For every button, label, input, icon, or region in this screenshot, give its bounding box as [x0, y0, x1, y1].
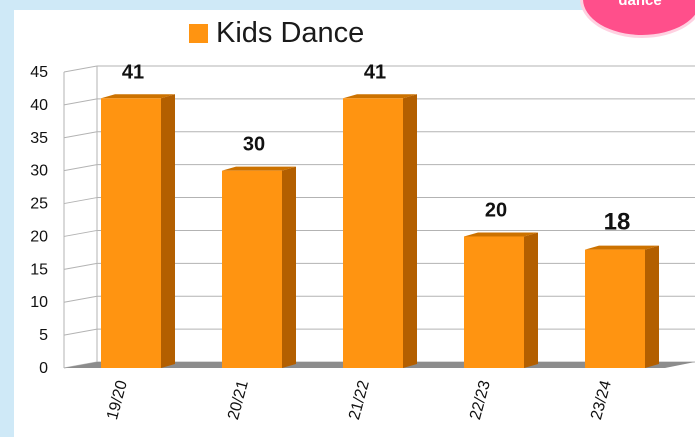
x-tick-label: 20/21	[225, 379, 252, 422]
bar-top	[222, 166, 296, 171]
y-tick-label: 25	[30, 196, 48, 213]
bar-side	[524, 232, 538, 368]
legend-swatch	[189, 23, 208, 43]
y-tick-label: 45	[30, 64, 48, 81]
legend-label: Kids Dance	[216, 16, 365, 49]
gridline-connector	[63, 262, 98, 270]
y-tick-label: 40	[30, 97, 48, 114]
data-label: 20	[485, 199, 507, 221]
bar-side	[161, 94, 175, 369]
bar	[585, 249, 645, 368]
y-tick-label: 5	[39, 327, 48, 344]
chart-legend: Kids Dance	[189, 16, 364, 50]
bar-top	[585, 245, 659, 250]
gridline-connector	[63, 98, 98, 106]
gridline-connector	[63, 295, 98, 303]
data-label: 41	[364, 61, 386, 83]
bars	[101, 94, 659, 369]
x-tick-label: 22/23	[467, 379, 494, 422]
bar	[101, 98, 161, 369]
y-tick-label: 35	[30, 130, 48, 147]
gridline-connector	[63, 131, 98, 139]
bar-top	[464, 232, 538, 237]
y-tick-label: 30	[30, 163, 48, 180]
x-tick-label: 19/20	[104, 379, 131, 422]
data-label: 30	[243, 134, 265, 156]
y-tick-label: 10	[30, 294, 48, 311]
brand-logo-text: dance	[618, 0, 662, 9]
bar	[222, 170, 282, 368]
bar-side	[645, 245, 659, 368]
x-axis: 19/20 20/21 21/22 22/23 23/24	[104, 379, 615, 422]
bar	[343, 98, 403, 369]
gridline-connector	[63, 65, 98, 73]
data-labels: 41 30 41 20 18	[122, 61, 630, 235]
bar-top	[343, 94, 417, 99]
x-tick-label: 23/24	[588, 379, 615, 422]
gridline-connector	[63, 164, 98, 172]
y-axis: 0 5 10 15 20 25 30 35 40 45	[30, 64, 98, 377]
bar-side	[282, 166, 296, 368]
gridline-connector	[63, 229, 98, 237]
gridline-connector	[63, 197, 98, 205]
y-tick-label: 20	[30, 228, 48, 245]
bar	[464, 236, 524, 368]
y-tick-label: 0	[39, 360, 48, 377]
bar-top	[101, 94, 175, 99]
y-tick-label: 15	[30, 261, 48, 278]
data-label: 18	[604, 209, 631, 236]
bar-side	[403, 94, 417, 369]
data-label: 41	[122, 61, 144, 83]
x-tick-label: 21/22	[346, 379, 373, 422]
gridline-connector	[63, 328, 98, 336]
